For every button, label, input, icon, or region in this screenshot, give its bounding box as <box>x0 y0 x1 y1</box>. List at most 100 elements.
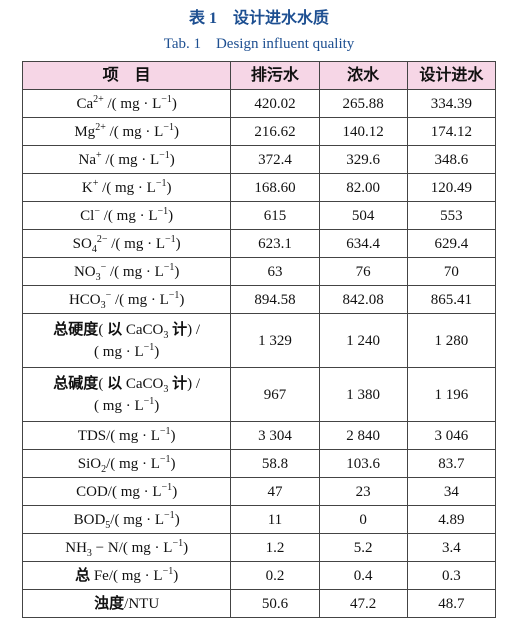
value-cell: 83.7 <box>406 449 497 478</box>
item-text: Na <box>78 151 97 168</box>
item-text: ( <box>98 375 108 392</box>
item-text: 以 <box>107 321 123 338</box>
item-text: 3 <box>95 271 101 283</box>
item-text: −1 <box>163 121 174 133</box>
item-line: 总硬度( 以 CaCO3 计) / <box>23 319 230 341</box>
item-cell: 总 Fe/( mg · L−1) <box>21 561 232 590</box>
item-text: ) <box>173 567 179 584</box>
item-text: −1 <box>161 93 172 105</box>
value-cell: 216.62 <box>230 117 320 146</box>
item-cell: SO42− /( mg · L−1) <box>21 229 232 258</box>
item-text: −1 <box>165 233 176 245</box>
value-cell: 47.2 <box>318 589 408 618</box>
table-row: 总 Fe/( mg · L−1) 0.2 0.4 0.3 <box>21 561 497 590</box>
value-cell: 553 <box>406 201 497 230</box>
item-text: 5 <box>105 519 111 531</box>
item-text: 总碱度 <box>53 375 99 392</box>
item-text: /( mg · L <box>110 511 165 528</box>
item-cell: NH3 − N/( mg · L−1) <box>21 533 232 562</box>
data-table: 项 目排污水 浓水 设计进水 Ca2+ /( mg · L−1) 420.02 265.8… <box>21 61 497 618</box>
item-cell: Ca2+ /( mg · L−1) <box>21 89 232 118</box>
value-cell: 3 304 <box>230 421 320 450</box>
item-text: BOD <box>73 511 106 528</box>
item-text: −1 <box>161 481 173 493</box>
value-cell: 168.60 <box>230 173 320 202</box>
column-header: 项 目 <box>21 61 232 90</box>
item-text: K <box>81 179 93 196</box>
item-text: ) <box>169 151 175 168</box>
item-text: − <box>94 205 100 217</box>
item-line: Mg2+ /( mg · L−1) <box>23 121 230 143</box>
item-text: − N/( mg · L <box>91 539 173 556</box>
value-cell: 4.89 <box>406 505 497 534</box>
item-text: 4 <box>91 243 97 255</box>
item-text: ( mg · L <box>94 397 144 414</box>
item-text: −1 <box>143 395 155 407</box>
item-text: −1 <box>159 149 170 161</box>
item-text: ) <box>171 95 177 112</box>
item-text: −1 <box>172 537 184 549</box>
item-cell: SiO2/( mg · L−1) <box>21 449 232 478</box>
item-text: + <box>92 177 99 189</box>
item-cell: 总硬度( 以 CaCO3 计) /( mg · L−1) <box>21 313 232 368</box>
item-text: ) / <box>187 375 201 392</box>
value-cell: 334.39 <box>406 89 497 118</box>
value-cell: 348.6 <box>406 145 497 174</box>
table-row: COD/( mg · L−1) 47 23 34 <box>21 477 497 506</box>
table-subtitle: Tab. 1 Design influent quality <box>163 36 355 52</box>
value-cell: 967 <box>230 367 320 422</box>
table-row: K+ /( mg · L−1) 168.60 82.00 120.49 <box>21 173 497 202</box>
item-text: Mg <box>74 123 96 140</box>
table-row: NO3− /( mg · L−1) 63 76 70 <box>21 257 497 286</box>
item-line: SO42− /( mg · L−1) <box>23 233 230 255</box>
value-cell: 1 280 <box>406 313 497 368</box>
item-line: Ca2+ /( mg · L−1) <box>23 93 230 115</box>
item-line: 总碱度( 以 CaCO3 计) / <box>23 373 230 395</box>
item-text: /( mg · L <box>101 151 160 168</box>
item-text: −1 <box>164 509 175 521</box>
value-cell: 76 <box>318 257 408 286</box>
table-row: Ca2+ /( mg · L−1) 420.02 265.88 334.39 <box>21 89 497 118</box>
table-row: SiO2/( mg · L−1) 58.8 103.6 83.7 <box>21 449 497 478</box>
value-cell: 11 <box>230 505 320 534</box>
item-text: ) <box>166 179 172 196</box>
column-header: 排污水 <box>230 61 320 90</box>
value-cell: 47 <box>230 477 320 506</box>
item-text: ) <box>154 343 160 360</box>
item-line: NH3 − N/( mg · L−1) <box>23 537 230 559</box>
item-text: ( mg · L <box>94 343 144 360</box>
item-text: 浊度 <box>94 595 125 612</box>
item-text: SO <box>72 235 92 252</box>
item-text: CaCO <box>122 375 164 392</box>
item-text: 计 <box>172 321 188 338</box>
value-cell: 70 <box>406 257 497 286</box>
item-text: /( mg · L <box>106 455 160 472</box>
item-text: 计 <box>172 375 188 392</box>
item-text: /( mg · L <box>105 123 164 140</box>
item-text: ) <box>154 397 160 414</box>
value-cell: 629.4 <box>406 229 497 258</box>
value-cell: 0.4 <box>318 561 408 590</box>
value-cell: 1 380 <box>318 367 408 422</box>
item-text: Cl <box>80 207 95 224</box>
item-text: Fe/( mg · L <box>90 567 163 584</box>
value-cell: 50.6 <box>230 589 320 618</box>
table-row: NH3 − N/( mg · L−1) 1.2 5.2 3.4 <box>21 533 497 562</box>
value-cell: 82.00 <box>318 173 408 202</box>
item-line: ( mg · L−1) <box>23 341 230 363</box>
item-text: −1 <box>168 289 180 301</box>
item-text: /( mg · L <box>98 179 156 196</box>
item-cell: K+ /( mg · L−1) <box>21 173 232 202</box>
item-line: TDS/( mg · L−1) <box>23 425 230 447</box>
item-text: −1 <box>143 341 155 353</box>
table-row: 浊度/NTU 50.6 47.2 48.7 <box>21 589 497 618</box>
value-cell: 372.4 <box>230 145 320 174</box>
value-cell: 1 196 <box>406 367 497 422</box>
value-cell: 5.2 <box>318 533 408 562</box>
item-cell: Na+ /( mg · L−1) <box>21 145 232 174</box>
item-text: ) <box>170 455 176 472</box>
item-line: Na+ /( mg · L−1) <box>23 149 230 171</box>
value-cell: 0.3 <box>406 561 497 590</box>
item-text: /( mg · L <box>106 263 164 280</box>
item-cell: Mg2+ /( mg · L−1) <box>21 117 232 146</box>
